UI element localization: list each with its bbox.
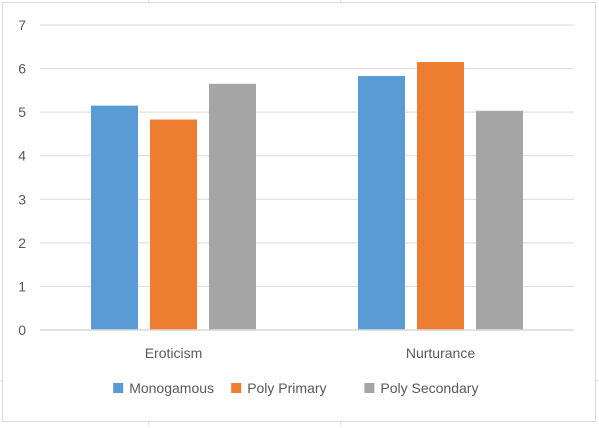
y-tick-label: 3 — [18, 191, 26, 207]
sheet-gridline — [0, 380, 3, 381]
x-category-label: Nurturance — [406, 345, 475, 361]
bar-poly-primary-nurturance[interactable] — [417, 62, 464, 331]
legend-item-poly-secondary[interactable]: Poly Secondary — [364, 380, 478, 396]
y-tick-label: 2 — [18, 235, 26, 251]
y-tick-label: 6 — [18, 61, 26, 77]
sheet-gridline — [340, 422, 341, 426]
legend-label: Monogamous — [129, 380, 214, 396]
sheet-gridline — [596, 380, 599, 381]
legend-item-poly-primary[interactable]: Poly Primary — [231, 380, 327, 396]
sheet-gridline — [148, 0, 149, 3]
legend[interactable]: Monogamous Poly Primary Poly Secondary — [113, 380, 478, 396]
bar-chart: 0 1 2 3 4 5 6 7 Eroticism Nurturance Monogamous P… — [18, 17, 574, 396]
legend-swatch — [364, 383, 375, 393]
chart-area[interactable]: 0 1 2 3 4 5 6 7 Eroticism Nurturance Monogamous P… — [2, 2, 596, 422]
legend-label: Poly Primary — [247, 380, 326, 396]
x-axis: Eroticism Nurturance — [40, 329, 574, 361]
sheet-gridline — [148, 422, 149, 426]
bar-poly-secondary-eroticism[interactable] — [209, 83, 256, 330]
y-axis-tick-labels: 0 1 2 3 4 5 6 7 — [18, 17, 26, 338]
sheet-gridline — [340, 0, 341, 3]
y-tick-label: 0 — [18, 322, 26, 338]
legend-swatch — [231, 383, 242, 393]
legend-label: Poly Secondary — [380, 380, 478, 396]
bars — [91, 62, 523, 331]
bar-monogamous-nurturance[interactable] — [358, 75, 405, 330]
bar-monogamous-eroticism[interactable] — [91, 105, 138, 330]
y-tick-label: 4 — [18, 148, 26, 164]
legend-swatch — [113, 383, 124, 393]
bar-poly-primary-eroticism[interactable] — [150, 119, 197, 330]
y-tick-label: 7 — [18, 17, 26, 33]
y-tick-label: 5 — [18, 104, 26, 120]
bar-poly-secondary-nurturance[interactable] — [476, 110, 523, 330]
legend-item-monogamous[interactable]: Monogamous — [113, 380, 214, 396]
x-category-label: Eroticism — [145, 345, 203, 361]
y-tick-label: 1 — [18, 278, 26, 294]
